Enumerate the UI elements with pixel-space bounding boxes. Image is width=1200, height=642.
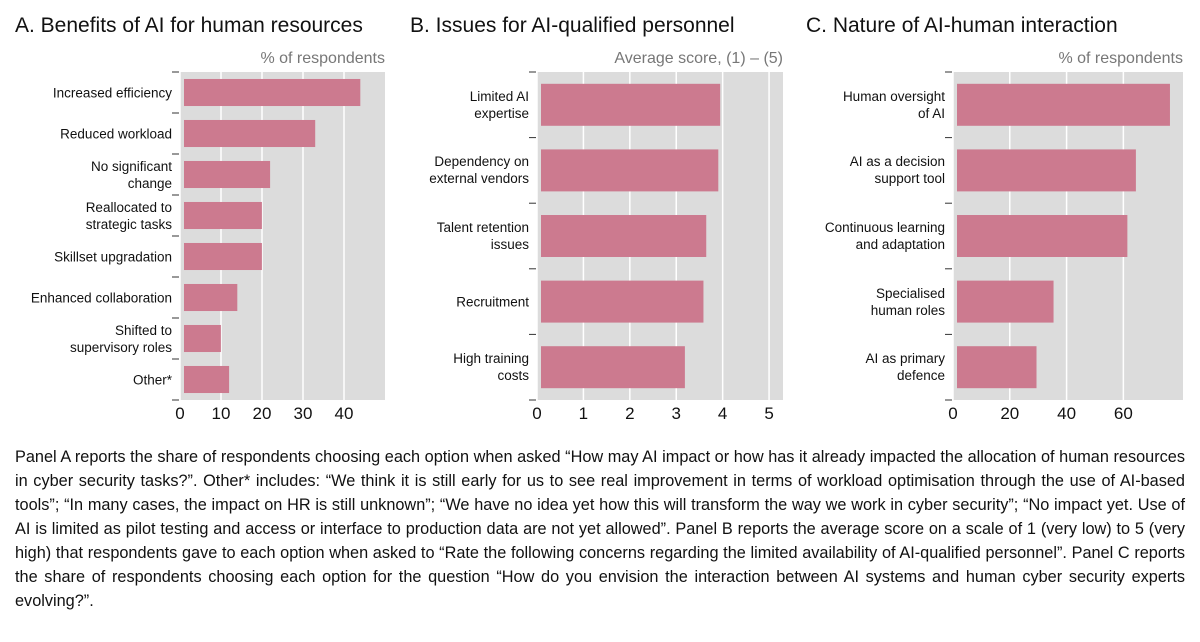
bar — [957, 280, 1054, 323]
bar — [184, 365, 230, 394]
x-tick-label: 60 — [1113, 404, 1133, 423]
axis-unit: % of respondents — [260, 50, 385, 67]
category-label: Human oversight of AI — [842, 88, 945, 121]
x-tick-label: 20 — [252, 404, 272, 423]
category-label: Skillset upgradation — [54, 249, 172, 264]
category-label: Recruitment — [456, 294, 529, 310]
x-tick-label: 4 — [717, 404, 728, 423]
category-label: Talent retention issues — [436, 220, 529, 252]
bar — [957, 215, 1128, 257]
x-tick-label: 30 — [293, 404, 313, 423]
bar — [184, 160, 271, 189]
panel-title: B. Issues for AI-qualified personnel — [410, 14, 735, 37]
x-tick-label: 20 — [1000, 404, 1020, 423]
x-tick-label: 40 — [334, 404, 354, 423]
category-label: High training costs — [453, 351, 529, 384]
x-tick-label: 0 — [175, 404, 185, 423]
bar — [184, 78, 361, 107]
bar — [541, 346, 685, 389]
category-label: Shifted to supervisory roles — [69, 322, 172, 355]
x-tick-label: 5 — [764, 404, 774, 423]
x-tick-label: 2 — [625, 404, 635, 423]
x-tick-label: 10 — [211, 404, 231, 423]
category-label: Reallocated to strategic tasks — [85, 199, 172, 232]
x-tick-label: 0 — [948, 404, 958, 423]
note: Panel A reports the share of respondents… — [15, 448, 1185, 610]
category-label: Specialised human roles — [870, 285, 945, 318]
bar — [184, 324, 221, 353]
x-tick-label: 3 — [671, 404, 681, 423]
category-label: Increased efficiency — [52, 85, 172, 100]
bar — [184, 242, 262, 271]
category-label: Continuous learning and adaptation — [824, 220, 945, 252]
category-label: Limited AI expertise — [469, 88, 529, 121]
bar — [957, 149, 1136, 192]
bar — [184, 201, 262, 230]
bar — [541, 149, 719, 192]
bar — [957, 83, 1170, 126]
x-tick-label: 0 — [532, 404, 542, 423]
category-label: Reduced workload — [60, 126, 172, 141]
bar — [184, 119, 316, 148]
category-label: No significant change — [90, 158, 172, 191]
bar — [541, 83, 721, 126]
category-label: Dependency on external vendors — [429, 154, 529, 187]
bar — [957, 346, 1037, 389]
bar — [541, 280, 704, 323]
category-label: AI as primary defence — [865, 351, 945, 384]
bar — [184, 283, 238, 312]
category-label: AI as a decision support tool — [849, 154, 945, 187]
x-tick-label: 40 — [1057, 404, 1077, 423]
x-tick-label: 1 — [578, 404, 589, 423]
axis-unit: Average score, (1) – (5) — [614, 50, 783, 67]
axis-unit: % of respondents — [1058, 50, 1183, 67]
category-label: Enhanced collaboration — [30, 290, 172, 305]
panel-title: C. Nature of AI-human interaction — [806, 14, 1118, 37]
bar — [541, 215, 707, 257]
panel-title: A. Benefits of AI for human resources — [15, 14, 363, 37]
category-label: Other* — [132, 372, 172, 387]
